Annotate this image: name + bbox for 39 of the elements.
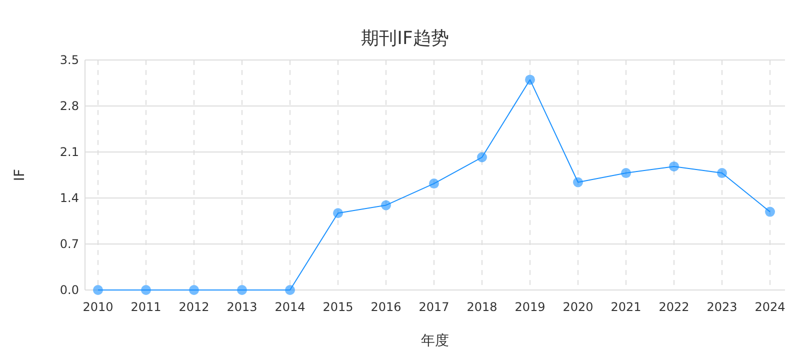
x-tick-label: 2024: [754, 300, 786, 314]
point: [93, 285, 103, 295]
point: [477, 152, 487, 162]
point: [381, 200, 391, 210]
x-tick-label: 2011: [130, 300, 162, 314]
y-tick-label: 2.1: [60, 145, 79, 159]
point: [669, 161, 679, 172]
x-tick-label: 2023: [706, 300, 738, 314]
point: [141, 285, 151, 295]
x-tick-label: 2012: [178, 300, 210, 314]
point: [525, 74, 535, 85]
x-tick-label: 2019: [514, 300, 546, 314]
point: [189, 285, 199, 295]
x-tick-label: 2014: [274, 300, 306, 314]
x-tick-label: 2018: [466, 300, 498, 314]
x-tick-label: 2021: [610, 300, 642, 314]
y-tick-label: 3.5: [60, 53, 79, 67]
x-tick-label: 2017: [418, 300, 450, 314]
chart-title: 期刊IF趋势: [361, 28, 449, 49]
point: [717, 168, 727, 178]
x-tick-label: 2020: [562, 300, 594, 314]
point: [573, 177, 583, 188]
y-tick-label: 0.7: [60, 237, 79, 251]
x-tick-label: 2016: [370, 300, 402, 314]
x-tick-label: 2022: [658, 300, 690, 314]
point: [429, 178, 439, 189]
point: [621, 168, 631, 178]
point: [237, 285, 247, 295]
point: [333, 208, 343, 218]
y-axis-title: IF: [12, 168, 28, 182]
x-tick-label: 2010: [82, 300, 114, 314]
y-tick-label: 0.0: [60, 283, 79, 297]
point: [765, 206, 775, 217]
y-tick-label: 1.4: [60, 191, 79, 205]
y-tick-label: 2.8: [60, 99, 79, 113]
point: [285, 285, 295, 295]
x-tick-label: 2013: [226, 300, 258, 314]
x-tick-label: 2015: [322, 300, 354, 314]
x-axis-title: 年度: [421, 333, 449, 349]
